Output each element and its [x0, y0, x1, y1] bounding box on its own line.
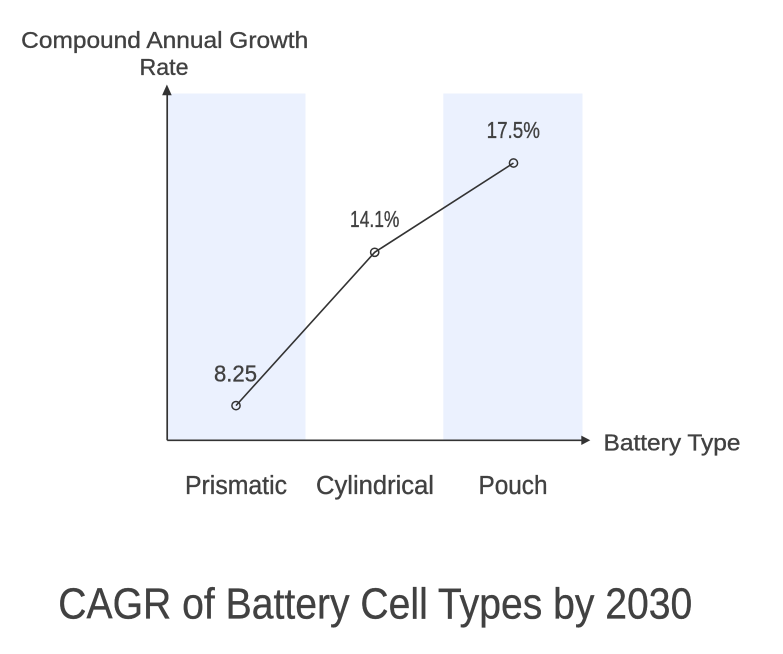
svg-text:Prismatic: Prismatic	[185, 472, 287, 500]
svg-text:Rate: Rate	[140, 54, 189, 80]
svg-text:14.1%: 14.1%	[350, 206, 399, 232]
svg-text:8.25: 8.25	[214, 361, 257, 387]
svg-text:17.5%: 17.5%	[487, 117, 540, 143]
svg-text:Battery Type: Battery Type	[604, 430, 741, 456]
svg-text:CAGR of Battery Cell Types by: CAGR of Battery Cell Types by 2030	[58, 580, 692, 629]
svg-text:Cylindrical: Cylindrical	[316, 472, 434, 500]
svg-text:Compound Annual Growth: Compound Annual Growth	[21, 27, 308, 53]
svg-text:Pouch: Pouch	[479, 472, 548, 500]
